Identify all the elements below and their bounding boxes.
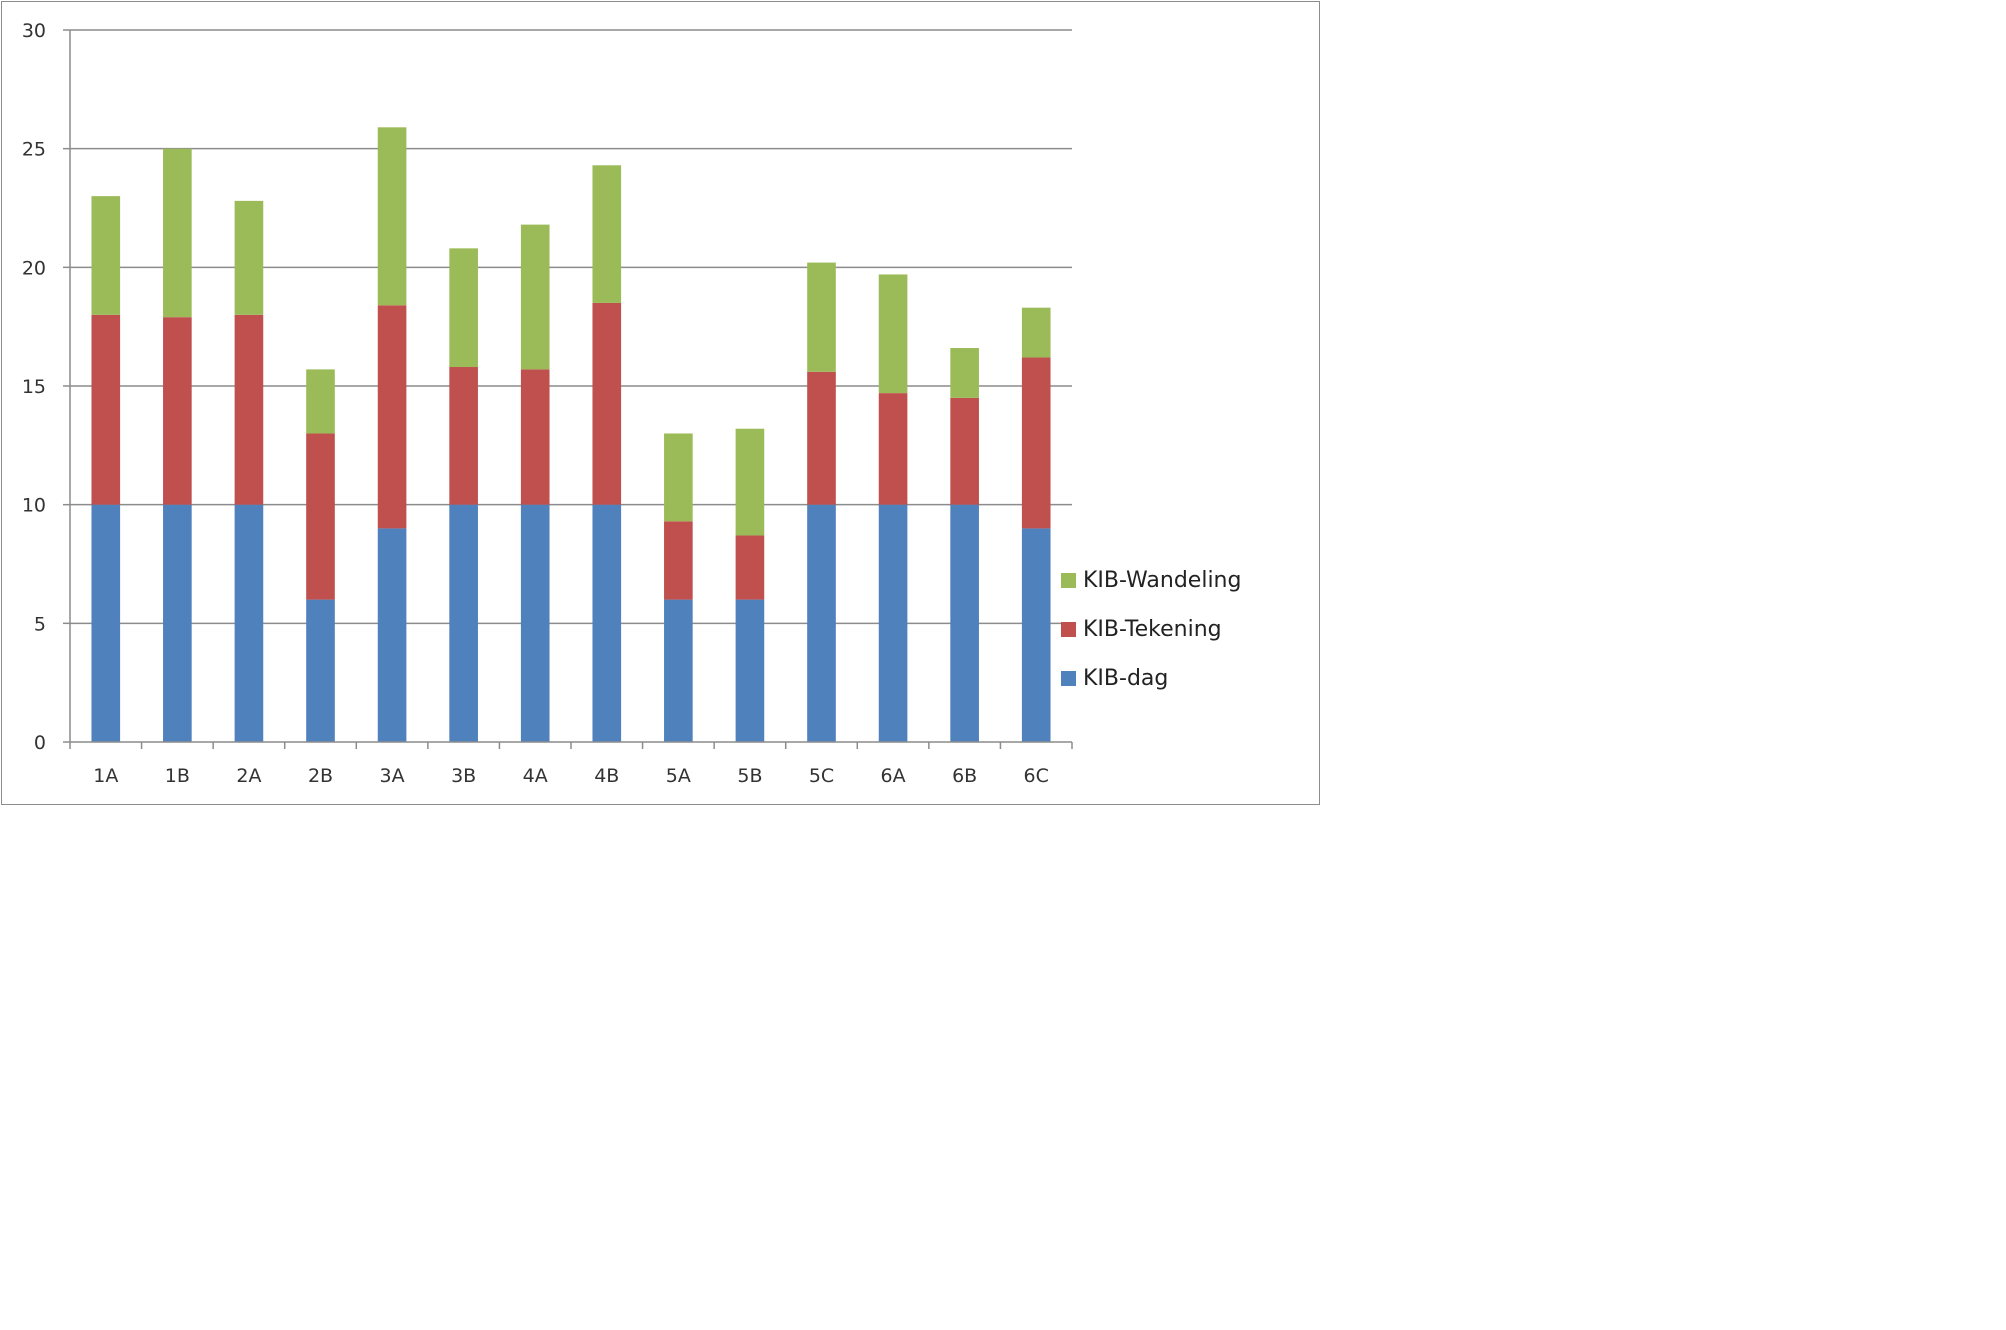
bar-kib-dag-2b <box>306 599 335 742</box>
x-tick-label: 5B <box>737 765 762 787</box>
y-tick-label: 15 <box>22 376 46 398</box>
x-tick-label: 3B <box>451 765 476 787</box>
x-tick-label: 6C <box>1024 765 1049 787</box>
bar-kib-wandeling-3a <box>377 127 407 306</box>
x-tick-label: 2A <box>236 765 261 787</box>
legend-swatch <box>1061 573 1076 588</box>
legend-label: KIB-Tekening <box>1083 617 1222 642</box>
x-tick-label: 4A <box>523 765 548 787</box>
y-tick-label: 20 <box>22 257 46 279</box>
bar-kib-dag-5a <box>664 599 693 742</box>
bar-kib-wandeling-5c <box>807 262 836 372</box>
bar-kib-dag-3b <box>449 504 478 742</box>
x-tick-label: 6A <box>881 765 906 787</box>
legend: KIB-Wandeling KIB-Tekening KIB-dag <box>1061 568 1241 691</box>
bar-kib-tekening-6c <box>1021 357 1051 529</box>
bar-kib-wandeling-6c <box>1021 307 1051 358</box>
legend-label: KIB-Wandeling <box>1083 568 1241 593</box>
x-tick-label: 2B <box>308 765 333 787</box>
bar-kib-wandeling-6a <box>878 274 908 394</box>
bar-kib-tekening-1b <box>163 317 192 505</box>
x-tick-label: 4B <box>594 765 619 787</box>
bar-kib-tekening-4b <box>592 302 622 505</box>
x-tick-label: 5A <box>666 765 691 787</box>
y-tick-label: 5 <box>34 613 46 635</box>
axes: 0 5 10 15 20 25 30 1A 1B 2A 2B 3A 3B 4A 4B 5A 5B 5C 6A 6B 6C <box>22 20 1073 787</box>
chart-frame <box>1 1 1320 805</box>
bar-kib-wandeling-2a <box>234 200 264 315</box>
legend-label: KIB-dag <box>1083 666 1168 691</box>
bar-kib-wandeling-3b <box>449 248 478 368</box>
bar-kib-tekening-5c <box>807 371 836 505</box>
bar-kib-dag-1b <box>163 504 192 742</box>
bar-kib-tekening-6a <box>878 393 908 505</box>
y-tick-label: 0 <box>34 732 46 754</box>
bar-kib-dag-6c <box>1021 528 1051 742</box>
bar-kib-wandeling-4b <box>592 165 622 303</box>
y-tick-label: 10 <box>22 495 46 517</box>
y-tick-label: 25 <box>22 139 46 161</box>
bar-kib-dag-6b <box>950 504 979 742</box>
y-tick-label: 30 <box>22 20 46 42</box>
bar-kib-tekening-3a <box>377 305 407 529</box>
bar-kib-dag-4a <box>520 504 550 742</box>
bar-kib-tekening-2a <box>234 314 264 505</box>
x-tick-label: 6B <box>952 765 977 787</box>
x-tick-label: 1B <box>165 765 190 787</box>
bar-kib-wandeling-5b <box>735 428 765 536</box>
bar-kib-wandeling-1a <box>91 196 121 315</box>
bar-kib-tekening-4a <box>520 369 550 505</box>
bar-kib-dag-5b <box>735 599 765 742</box>
bar-kib-tekening-1a <box>91 314 121 505</box>
legend-swatch <box>1061 671 1076 686</box>
x-tick-label: 1A <box>93 765 118 787</box>
bar-kib-wandeling-1b <box>163 148 192 318</box>
bar-kib-tekening-3b <box>449 367 478 505</box>
bar-kib-dag-6a <box>878 504 908 742</box>
bar-kib-tekening-5a <box>664 521 693 600</box>
bar-kib-wandeling-4a <box>520 224 550 370</box>
bar-kib-wandeling-6b <box>950 348 979 398</box>
bar-kib-wandeling-2b <box>306 369 335 434</box>
bar-kib-tekening-2b <box>306 433 335 600</box>
legend-swatch <box>1061 622 1076 637</box>
bar-kib-dag-5c <box>807 504 836 742</box>
x-tick-label: 5C <box>809 765 834 787</box>
bars <box>91 127 1051 742</box>
bar-kib-wandeling-5a <box>664 433 693 522</box>
bar-kib-tekening-6b <box>950 397 979 505</box>
bar-kib-dag-1a <box>91 504 121 742</box>
x-tick-label: 3A <box>380 765 405 787</box>
bar-kib-dag-3a <box>377 528 407 742</box>
bar-kib-dag-4b <box>592 504 622 742</box>
gridlines <box>70 29 1072 625</box>
bar-kib-dag-2a <box>234 504 264 742</box>
bar-kib-tekening-5b <box>735 535 765 600</box>
